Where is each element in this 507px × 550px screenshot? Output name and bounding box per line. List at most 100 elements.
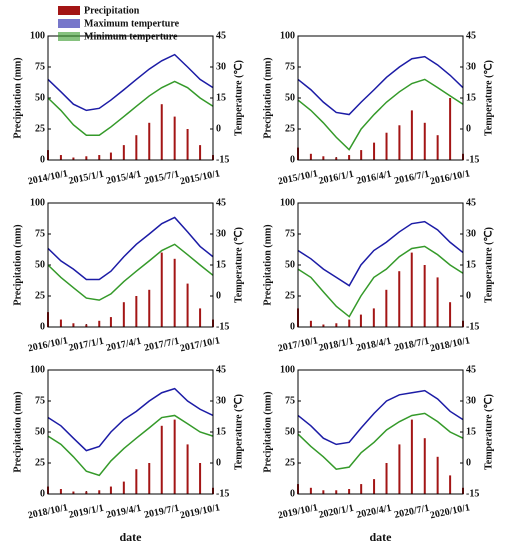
precipitation-bar xyxy=(423,122,426,160)
precipitation-bar xyxy=(72,323,75,327)
precipitation-bar xyxy=(385,132,388,160)
y-tick-label: 25 xyxy=(35,457,45,468)
temperature-line xyxy=(47,80,214,136)
precipitation-bar xyxy=(322,156,325,160)
x-tick-label: 2014/10/1 xyxy=(27,168,69,187)
x-tick-label: 2018/10/1 xyxy=(429,335,471,354)
x-tick-label: 2018/10/1 xyxy=(27,502,69,521)
legend-swatch xyxy=(58,19,80,28)
temperature-line xyxy=(297,78,464,151)
precipitation-bar xyxy=(335,490,338,494)
x-tick-label: 2019/7/1 xyxy=(143,503,180,521)
y-tick-label: 25 xyxy=(35,123,45,134)
y2-tick-label: 15 xyxy=(216,426,226,437)
y2-tick-label: -15 xyxy=(216,321,229,332)
precipitation-bar xyxy=(122,145,125,160)
x-tick-label: 2015/10/1 xyxy=(277,168,319,187)
x-axis-label: date xyxy=(370,530,393,544)
y2-tick-label: 15 xyxy=(216,259,226,270)
y-tick-label: 0 xyxy=(290,488,295,499)
y2-tick-label: 0 xyxy=(216,290,221,301)
y2-tick-label: 45 xyxy=(466,197,476,208)
y-tick-label: 0 xyxy=(290,321,295,332)
precipitation-bar xyxy=(173,419,176,494)
precipitation-bar xyxy=(122,481,125,494)
y2-tick-label: 0 xyxy=(216,123,221,134)
precipitation-bar xyxy=(85,491,88,494)
precipitation-bar xyxy=(360,484,363,494)
y-tick-label: 0 xyxy=(40,321,45,332)
y-tick-label: 100 xyxy=(30,30,45,41)
y-tick-label: 100 xyxy=(280,364,295,375)
precipitation-bar xyxy=(160,425,163,494)
precipitation-bar xyxy=(410,252,413,327)
x-tick-label: 2015/10/1 xyxy=(179,168,221,187)
temperature-line xyxy=(47,414,214,477)
plot-frame xyxy=(47,202,214,328)
precipitation-bar xyxy=(109,317,112,327)
precipitation-bar xyxy=(309,487,312,494)
y2-axis-label: Temperature (℃) xyxy=(483,60,494,136)
plot-frame xyxy=(47,369,214,495)
y2-tick-label: -15 xyxy=(466,488,479,499)
precipitation-bar xyxy=(436,135,439,160)
x-tick-label: 2019/1/1 xyxy=(68,503,105,521)
x-tick-label: 2020/1/1 xyxy=(318,503,355,521)
y2-axis-label: Temperature (℃) xyxy=(483,394,494,470)
precipitation-bar xyxy=(173,258,176,327)
precipitation-bar xyxy=(109,486,112,494)
x-tick-label: 2020/7/1 xyxy=(393,503,430,521)
precipitation-bar xyxy=(309,153,312,160)
precipitation-bar xyxy=(436,277,439,327)
y-tick-label: 75 xyxy=(285,395,295,406)
precipitation-bar xyxy=(199,463,202,494)
y2-tick-label: 0 xyxy=(216,457,221,468)
y-tick-label: 0 xyxy=(40,488,45,499)
y2-tick-label: 0 xyxy=(466,290,471,301)
precipitation-bar xyxy=(72,491,75,494)
precipitation-bar xyxy=(148,122,151,160)
temperature-line xyxy=(47,243,214,301)
y-tick-label: 0 xyxy=(290,154,295,165)
precipitation-bar xyxy=(348,319,351,327)
y-tick-label: 75 xyxy=(35,61,45,72)
precipitation-bar xyxy=(98,155,101,160)
precipitation-bar xyxy=(373,142,376,160)
precipitation-bar xyxy=(335,157,338,160)
plot-frame xyxy=(297,35,464,161)
x-tick-label: 2018/7/1 xyxy=(393,336,430,354)
y-axis-label: Precipitation (mm) xyxy=(262,391,273,472)
y-tick-label: 50 xyxy=(35,426,45,437)
x-tick-label: 2017/4/1 xyxy=(105,336,142,354)
y2-tick-label: 30 xyxy=(466,395,476,406)
temperature-line xyxy=(297,220,464,287)
y2-tick-label: 45 xyxy=(216,364,226,375)
legend-swatch xyxy=(58,32,80,41)
y-axis-label: Precipitation (mm) xyxy=(12,224,23,305)
y2-tick-label: 0 xyxy=(466,123,471,134)
precipitation-bar xyxy=(385,289,388,327)
y2-tick-label: -15 xyxy=(216,154,229,165)
legend-label: Precipitation xyxy=(84,5,140,16)
y-axis-label: Precipitation (mm) xyxy=(12,391,23,472)
precipitation-bar xyxy=(135,469,138,494)
y2-tick-label: 30 xyxy=(466,228,476,239)
precipitation-bar xyxy=(385,463,388,494)
precipitation-bar xyxy=(85,156,88,160)
y2-tick-label: 45 xyxy=(216,30,226,41)
x-tick-label: 2016/7/1 xyxy=(393,169,430,187)
y-tick-label: 75 xyxy=(35,228,45,239)
y-tick-label: 100 xyxy=(30,364,45,375)
y2-tick-label: 15 xyxy=(216,92,226,103)
precipitation-bar xyxy=(135,296,138,327)
y2-tick-label: 15 xyxy=(466,259,476,270)
y-tick-label: 25 xyxy=(285,290,295,301)
precipitation-bar xyxy=(398,125,401,160)
x-tick-label: 2017/10/1 xyxy=(277,335,319,354)
precipitation-bar xyxy=(98,320,101,327)
y2-tick-label: 45 xyxy=(216,197,226,208)
x-tick-label: 2015/7/1 xyxy=(143,169,180,187)
temperature-line xyxy=(47,216,214,281)
